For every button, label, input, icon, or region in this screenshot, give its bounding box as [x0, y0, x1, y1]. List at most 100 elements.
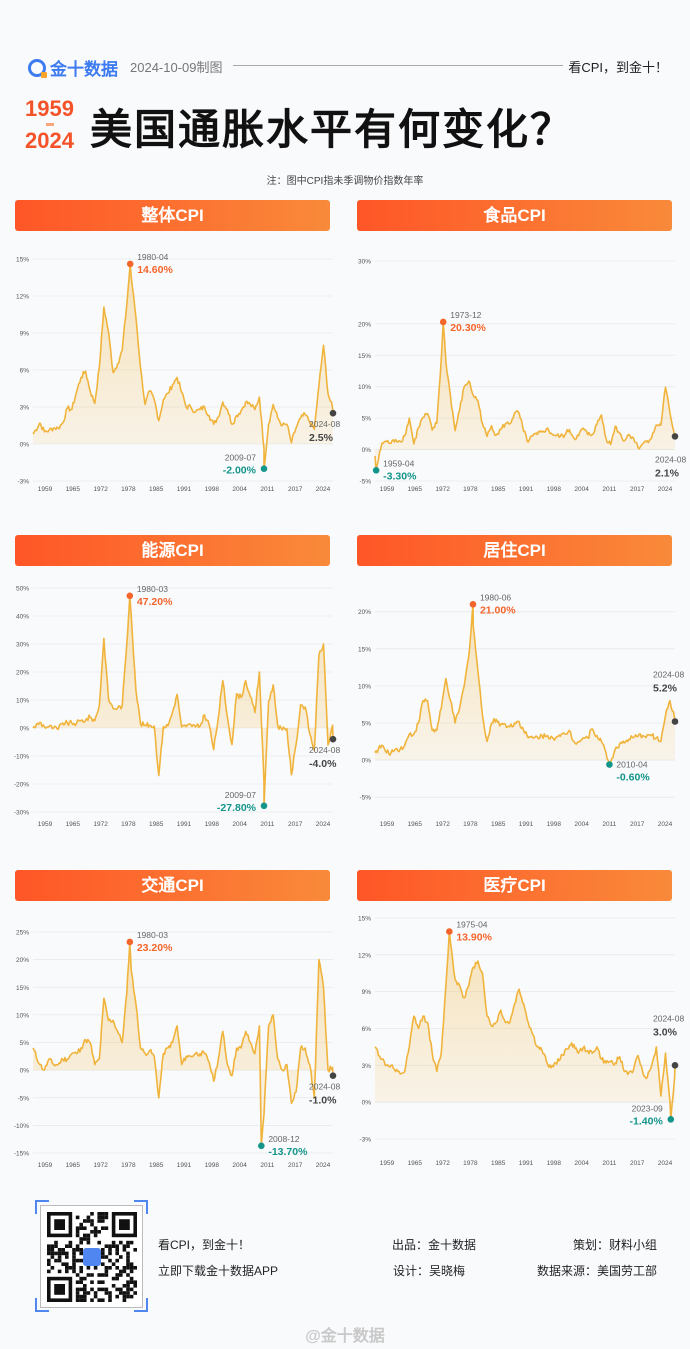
- qr-module: [122, 1298, 127, 1302]
- qr-module: [111, 1284, 116, 1288]
- x-tick-label: 1959: [38, 486, 53, 493]
- annotation-dot-max: [439, 318, 447, 326]
- y-tick-label: -10%: [14, 1123, 29, 1130]
- x-tick-label: 1998: [547, 821, 562, 828]
- qr-module: [104, 1291, 109, 1295]
- qr-module: [50, 1255, 55, 1259]
- annotation-dot-min: [606, 761, 613, 768]
- qr-module: [108, 1251, 112, 1256]
- annotation-value-latest: -4.0%: [309, 758, 337, 770]
- qr-module: [101, 1298, 105, 1302]
- y-tick-label: -15%: [14, 1151, 29, 1158]
- qr-module: [75, 1226, 80, 1230]
- qr-module: [90, 1230, 94, 1234]
- chart-housing-cpi: -5% 0% 5% 10% 15% 20% 1959 1965 1972 1978 1985 1991…: [358, 592, 684, 828]
- qr-module: [101, 1280, 105, 1284]
- y-tick-label: 6%: [20, 368, 30, 375]
- qr-module: [126, 1262, 130, 1266]
- qr-module: [111, 1262, 116, 1266]
- footer-download: 立即下载金十数据APP: [158, 1264, 279, 1278]
- qr-module: [115, 1251, 119, 1256]
- annotation-date-latest: 2024-08: [653, 670, 684, 680]
- qr-module: [47, 1251, 51, 1256]
- x-tick-label: 1998: [205, 1162, 220, 1169]
- qr-module: [79, 1269, 83, 1274]
- qr-module: [47, 1248, 51, 1252]
- qr-module: [119, 1269, 123, 1274]
- annotation-value-min: -0.60%: [616, 772, 650, 784]
- qr-module: [115, 1273, 119, 1277]
- y-tick-label: 15%: [16, 985, 29, 992]
- annotation-dot-min: [372, 467, 380, 474]
- qr-module: [83, 1291, 87, 1295]
- y-tick-label: 12%: [358, 952, 371, 959]
- qr-module: [115, 1276, 119, 1281]
- qr-module: [79, 1266, 83, 1270]
- qr-module: [79, 1248, 83, 1252]
- x-tick-label: 1991: [519, 1160, 534, 1167]
- x-tick-label: 1985: [149, 1162, 164, 1169]
- qr-module: [101, 1251, 105, 1256]
- qr-module: [129, 1280, 134, 1284]
- qr-module: [61, 1262, 65, 1266]
- qr-module: [50, 1244, 55, 1248]
- x-tick-label: 2017: [630, 486, 645, 493]
- x-tick-label: 1965: [66, 821, 81, 828]
- qr-code[interactable]: [35, 1200, 148, 1312]
- panel-header-medical: 医疗CPI: [357, 870, 672, 901]
- x-tick-label: 1978: [463, 1160, 478, 1167]
- qr-module: [97, 1230, 101, 1234]
- x-tick-label: 1991: [519, 486, 534, 493]
- y-tick-label: 9%: [362, 989, 372, 996]
- qr-corner: [35, 1298, 49, 1312]
- annotation-dot-latest: [671, 718, 679, 725]
- annotation-value-max: 47.20%: [137, 596, 173, 608]
- qr-module: [72, 1248, 76, 1252]
- qr-module: [108, 1248, 112, 1252]
- annotation-value-max: 21.00%: [480, 604, 516, 616]
- qr-module: [75, 1215, 80, 1220]
- qr-module: [126, 1255, 130, 1259]
- qr-module: [101, 1212, 105, 1216]
- year-end: 2024: [25, 128, 74, 153]
- qr-module: [68, 1244, 73, 1248]
- x-tick-label: 2004: [574, 486, 589, 493]
- qr-module: [104, 1273, 109, 1277]
- x-tick-label: 1965: [66, 486, 81, 493]
- qr-module: [65, 1266, 69, 1270]
- y-tick-label: -3%: [17, 479, 29, 486]
- qr-module: [68, 1240, 73, 1245]
- annotation-value-latest: 2.1%: [655, 467, 680, 479]
- x-tick-label: 1972: [435, 1160, 450, 1167]
- annotation-date-max: 1980-03: [137, 584, 168, 594]
- annotation-date-max: 1980-04: [137, 252, 168, 262]
- qr-corner: [134, 1298, 148, 1312]
- qr-module: [83, 1237, 87, 1241]
- x-tick-label: 2011: [260, 486, 274, 493]
- qr-module: [97, 1215, 101, 1220]
- qr-module: [86, 1240, 91, 1245]
- qr-module: [83, 1276, 87, 1281]
- x-tick-label: 2004: [574, 821, 589, 828]
- qr-module: [126, 1294, 130, 1299]
- qr-module: [75, 1294, 80, 1299]
- x-tick-label: 2011: [602, 821, 616, 828]
- annotation-dot-min: [258, 1142, 265, 1150]
- qr-module: [129, 1269, 134, 1274]
- qr-module: [101, 1219, 105, 1223]
- y-tick-label: 10%: [358, 384, 371, 391]
- annotation-date-max: 1973-12: [450, 310, 481, 320]
- header-slogan: 看CPI，到金十！: [568, 60, 668, 75]
- qr-module: [83, 1298, 87, 1302]
- qr-module: [83, 1287, 87, 1292]
- qr-module: [126, 1287, 130, 1292]
- annotation-value-min: -13.70%: [268, 1146, 308, 1158]
- y-tick-label: 0%: [20, 1068, 30, 1075]
- qr-module: [119, 1273, 123, 1277]
- y-tick-label: 0%: [20, 726, 30, 733]
- qr-module: [126, 1280, 130, 1284]
- y-tick-label: 15%: [358, 353, 371, 360]
- qr-module: [79, 1222, 83, 1227]
- y-tick-label: 20%: [16, 957, 29, 964]
- y-tick-label: 10%: [16, 698, 29, 705]
